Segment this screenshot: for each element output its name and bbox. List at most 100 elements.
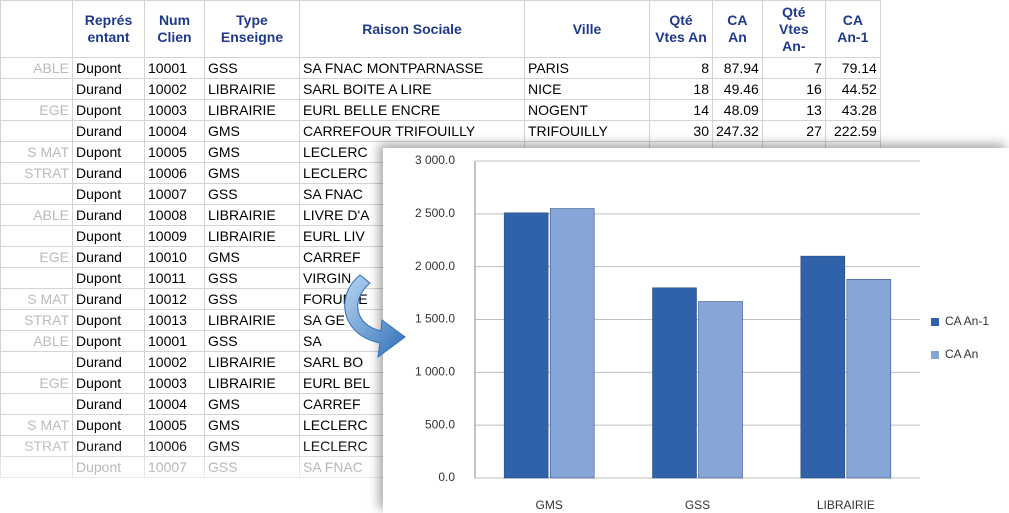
table-cell: NOGENT	[524, 99, 650, 121]
y-tick-label: 1 000.0	[415, 365, 455, 379]
y-tick-label: 0.0	[438, 470, 455, 484]
table-cell: 79.14	[824, 57, 881, 79]
table-cell: 247.32	[712, 120, 763, 142]
table-cell: 43.28	[824, 99, 881, 121]
table-cell	[0, 393, 73, 415]
table-cell: ABLE	[0, 330, 73, 352]
y-tick-label: 3 000.0	[415, 153, 455, 167]
arrow-icon	[344, 274, 406, 359]
table-cell: NICE	[524, 78, 650, 100]
table-cell: LIBRAIRIE	[204, 99, 300, 121]
table-cell: PARIS	[524, 57, 650, 79]
table-cell: GMS	[204, 246, 300, 268]
table-cell	[0, 225, 73, 247]
table-cell: CARREFOUR TRIFOUILLY	[299, 120, 525, 142]
table-cell: 10006	[144, 162, 205, 184]
table-cell: 10002	[144, 78, 205, 100]
table-cell: 10012	[144, 288, 205, 310]
table-cell: 10001	[144, 330, 205, 352]
bar	[800, 255, 846, 479]
table-cell: 44.52	[824, 78, 881, 100]
legend-swatch	[931, 318, 939, 326]
table-cell: SARL BOITE A LIRE	[299, 78, 525, 100]
table-cell: GSS	[204, 288, 300, 310]
table-cell: S MAT	[0, 288, 73, 310]
table-cell: 13	[761, 99, 826, 121]
table-cell: STRAT	[0, 309, 73, 331]
table-cell: 10011	[144, 267, 205, 289]
header-row: Représ entant Num Clien Type Enseigne Raiso…	[0, 0, 881, 58]
table-cell: SA FNAC MONTPARNASSE	[299, 57, 525, 79]
table-cell: 10004	[144, 393, 205, 415]
table-cell: Durand	[72, 120, 145, 142]
table-cell: 10002	[144, 351, 205, 373]
table-cell: 10003	[144, 372, 205, 394]
column-header: Qté Vtes An-	[761, 0, 826, 58]
table-cell: 87.94	[712, 57, 763, 79]
table-cell: ABLE	[0, 57, 73, 79]
table-cell	[0, 267, 73, 289]
x-tick-label: GMS	[535, 498, 562, 512]
table-cell: Dupont	[72, 414, 145, 436]
column-header: CA An-1	[824, 0, 881, 58]
bar	[549, 208, 595, 479]
table-cell: Durand	[72, 162, 145, 184]
table-cell: GSS	[204, 183, 300, 205]
table-cell: Durand	[72, 246, 145, 268]
table-cell: Durand	[72, 393, 145, 415]
column-header: Raison Sociale	[299, 0, 525, 58]
column-header	[0, 0, 73, 58]
table-cell: 16	[761, 78, 826, 100]
table-cell: 10010	[144, 246, 205, 268]
table-cell: 10005	[144, 414, 205, 436]
bar	[652, 287, 697, 479]
chart: 0.0 500.0 1 000.0 1 500.0 2 000.0 2 500.0 3 00…	[383, 148, 1009, 513]
table-cell: LIBRAIRIE	[204, 204, 300, 226]
column-header: Num Clien	[144, 0, 205, 58]
bar	[698, 301, 743, 479]
table-cell: 10008	[144, 204, 205, 226]
table-cell: Durand	[72, 288, 145, 310]
table-cell: EGE	[0, 246, 73, 268]
table-cell: 30	[649, 120, 713, 142]
table-cell: 10005	[144, 141, 205, 163]
table-cell: Durand	[72, 78, 145, 100]
bar	[503, 212, 549, 479]
table-row: ABLE Dupont 10001 GSS SA FNAC MONTPARNASSE PA…	[0, 57, 881, 79]
table-cell: TRIFOUILLY	[524, 120, 650, 142]
table-row: EGE Dupont 10003 LIBRAIRIE EURL BELLE ENCRE N…	[0, 99, 881, 121]
table-cell	[0, 183, 73, 205]
table-cell: Dupont	[72, 330, 145, 352]
table-cell: GSS	[204, 267, 300, 289]
table-cell: GMS	[204, 162, 300, 184]
legend-label: CA An	[945, 347, 978, 361]
table-cell: LIBRAIRIE	[204, 351, 300, 373]
table-cell: 8	[649, 57, 713, 79]
fade	[0, 440, 383, 513]
table-cell	[0, 351, 73, 373]
table-cell: LIBRAIRIE	[204, 225, 300, 247]
table-cell: LIBRAIRIE	[204, 78, 300, 100]
table-cell: 18	[649, 78, 713, 100]
table-cell: Dupont	[72, 141, 145, 163]
column-header: Ville	[524, 0, 650, 58]
table-cell: GSS	[204, 330, 300, 352]
column-header: Représ entant	[72, 0, 145, 58]
y-tick-label: 1 500.0	[415, 312, 455, 326]
table-cell: 10009	[144, 225, 205, 247]
table-cell: Dupont	[72, 99, 145, 121]
table-cell: 10003	[144, 99, 205, 121]
x-tick-label: GSS	[685, 498, 710, 512]
legend-label: CA An-1	[945, 314, 989, 328]
table-cell: Dupont	[72, 225, 145, 247]
table-cell: LIBRAIRIE	[204, 309, 300, 331]
table-cell: Dupont	[72, 372, 145, 394]
table-row: Durand 10004 GMS CARREFOUR TRIFOUILLY TRIFOU…	[0, 120, 881, 142]
table-cell: Dupont	[72, 309, 145, 331]
bar	[846, 279, 892, 479]
table-cell: ABLE	[0, 204, 73, 226]
table-cell: LIBRAIRIE	[204, 372, 300, 394]
x-tick-label: LIBRAIRIE	[817, 498, 875, 512]
y-tick-label: 2 000.0	[415, 259, 455, 273]
